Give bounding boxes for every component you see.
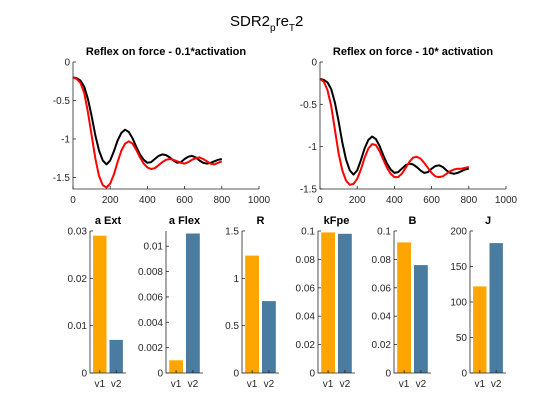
y-tick-label: 50 bbox=[456, 333, 468, 344]
x-tick-label: v2 bbox=[491, 379, 502, 390]
bar-v1 bbox=[245, 256, 259, 373]
axes-0: Reflex on force - 0.1*activation 0 200 400 6… bbox=[53, 46, 271, 206]
axes-title: R bbox=[257, 215, 265, 227]
y-tick-label: 0.06 bbox=[296, 283, 316, 294]
x-tick-label: 0 bbox=[317, 195, 323, 206]
y-tick-label: 0.08 bbox=[372, 255, 392, 266]
y-tick-label: 0.03 bbox=[68, 227, 88, 238]
axes-title: a Flex bbox=[169, 215, 201, 227]
bar-v2 bbox=[110, 340, 123, 373]
axes-5: kFpe v1 v2 0 0.02 0.04 0.06 0.08 0.1 bbox=[296, 215, 355, 390]
x-tick-label: 200 bbox=[349, 195, 366, 206]
axes-title: kFpe bbox=[324, 215, 350, 227]
y-tick-label: 0.04 bbox=[296, 312, 316, 323]
x-tick-label: 200 bbox=[102, 195, 119, 206]
y-tick-label: 0.02 bbox=[372, 340, 392, 351]
y-tick-label: 0.004 bbox=[138, 318, 163, 329]
axes-title: Reflex on force - 10* activation bbox=[333, 46, 493, 58]
x-tick-label: v1 bbox=[475, 379, 486, 390]
y-tick-label: -0.5 bbox=[53, 96, 71, 107]
axes-7: Jv1 v2 0 50 100 150 200 bbox=[450, 215, 506, 390]
bar-v2 bbox=[186, 234, 200, 374]
y-tick-label: 0.04 bbox=[372, 312, 392, 323]
y-tick-label: -1.5 bbox=[300, 185, 318, 196]
x-tick-label: 400 bbox=[386, 195, 403, 206]
y-tick-label: -0.5 bbox=[300, 100, 318, 111]
x-tick-label: v1 bbox=[171, 379, 182, 390]
x-tick-label: 1000 bbox=[495, 195, 518, 206]
y-tick-label: 0 bbox=[461, 369, 467, 380]
series-line-black bbox=[73, 77, 222, 164]
x-tick-label: 400 bbox=[139, 195, 156, 206]
x-tick-label: v1 bbox=[399, 379, 410, 390]
x-tick-label: v2 bbox=[188, 379, 199, 390]
y-tick-label: 0.06 bbox=[372, 283, 392, 294]
bar-v1 bbox=[473, 286, 486, 373]
x-tick-label: 600 bbox=[176, 195, 193, 206]
axes-3: a Flex v1 v2 0 0.002 0.004 0.006 0.008 0.01 bbox=[138, 215, 203, 390]
axis-lines bbox=[320, 62, 506, 189]
bar-v2 bbox=[262, 301, 276, 373]
x-tick-label: v1 bbox=[95, 379, 106, 390]
y-tick-label: 0.01 bbox=[144, 242, 164, 253]
y-tick-label: 0 bbox=[385, 369, 391, 380]
y-tick-label: 0.1 bbox=[377, 227, 391, 238]
x-tick-label: 800 bbox=[213, 195, 230, 206]
axes-1: Reflex on force - 10* activation 0 200 400 6… bbox=[300, 46, 518, 206]
bar-v1 bbox=[321, 232, 335, 373]
series-line-black bbox=[320, 79, 469, 175]
y-tick-label: 0 bbox=[309, 369, 315, 380]
bar-v2 bbox=[338, 234, 352, 373]
axes-title: B bbox=[409, 215, 417, 227]
y-tick-label: 150 bbox=[450, 262, 467, 273]
axes-4: Rv1 v2 0 0.5 1 1.5 bbox=[225, 215, 279, 390]
y-tick-label: 100 bbox=[450, 298, 467, 309]
bar-v2 bbox=[490, 243, 503, 373]
x-tick-label: v1 bbox=[323, 379, 334, 390]
figure-title: SDR2preT2 bbox=[230, 13, 303, 34]
x-tick-label: v1 bbox=[247, 379, 258, 390]
x-tick-label: v2 bbox=[264, 379, 275, 390]
axes-title: a Ext bbox=[95, 215, 122, 227]
y-tick-label: 0 bbox=[81, 369, 87, 380]
y-tick-label: 0.006 bbox=[138, 292, 163, 303]
y-tick-label: 0.02 bbox=[68, 274, 88, 285]
y-tick-label: -1 bbox=[61, 134, 70, 145]
y-tick-label: -1.5 bbox=[53, 173, 71, 184]
bar-v1 bbox=[93, 236, 106, 373]
bar-v2 bbox=[414, 265, 428, 373]
x-tick-label: 0 bbox=[70, 195, 76, 206]
y-tick-label: 0.02 bbox=[296, 340, 316, 351]
bar-v1 bbox=[397, 242, 411, 373]
y-tick-label: 200 bbox=[450, 227, 467, 238]
y-tick-label: 0 bbox=[64, 58, 70, 69]
x-tick-label: 600 bbox=[423, 195, 440, 206]
x-tick-label: 1000 bbox=[248, 195, 271, 206]
y-tick-label: 0 bbox=[233, 369, 239, 380]
y-tick-label: 0 bbox=[157, 369, 163, 380]
axes-layer: Reflex on force - 0.1*activation 0 200 400 6… bbox=[53, 46, 518, 390]
axes-2: a Ext v1 v2 0 0.01 0.02 0.03 bbox=[68, 215, 126, 390]
y-tick-label: 0.008 bbox=[138, 267, 163, 278]
y-tick-label: 0.5 bbox=[225, 321, 239, 332]
axis-lines bbox=[73, 62, 259, 189]
axes-6: Bv1 v2 0 0.02 0.04 0.06 0.08 0.1 bbox=[372, 215, 431, 390]
y-tick-label: 0.08 bbox=[296, 255, 316, 266]
x-tick-label: v2 bbox=[111, 379, 122, 390]
y-tick-label: 0 bbox=[311, 58, 317, 69]
x-tick-label: 800 bbox=[460, 195, 477, 206]
axes-title: J bbox=[485, 215, 491, 227]
y-tick-label: 1 bbox=[233, 274, 239, 285]
y-tick-label: 0.002 bbox=[138, 343, 163, 354]
x-tick-label: v2 bbox=[416, 379, 427, 390]
y-tick-label: 0.1 bbox=[301, 227, 315, 238]
y-tick-label: -1 bbox=[308, 142, 317, 153]
y-tick-label: 1.5 bbox=[225, 227, 239, 238]
axes-title: Reflex on force - 0.1*activation bbox=[86, 46, 246, 58]
x-tick-label: v2 bbox=[340, 379, 351, 390]
y-tick-label: 0.01 bbox=[68, 321, 88, 332]
series-line-red bbox=[320, 79, 469, 185]
